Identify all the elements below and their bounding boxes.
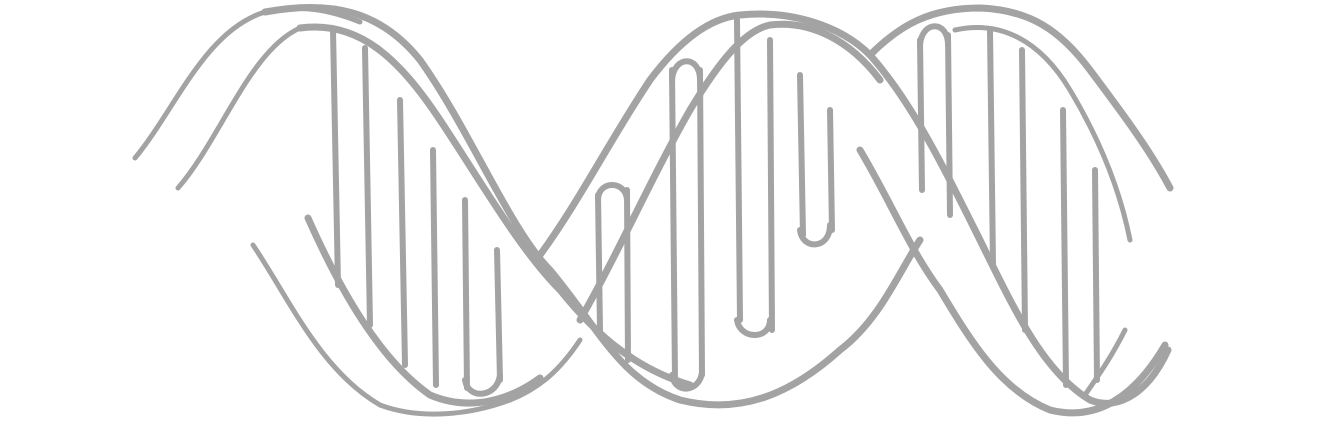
base-pair-rung: [494, 247, 503, 383]
base-pair-rung: [1060, 107, 1069, 388]
base-pair-rung: [669, 67, 678, 383]
helix-strand-c-right-lower-inner: [1082, 327, 1128, 398]
base-pair-rung: [987, 27, 996, 268]
base-pair-rung: [330, 27, 341, 288]
base-pair-rung: [827, 107, 835, 233]
helix-strand-a-right-inner: [952, 25, 1133, 243]
base-pair-rung: [697, 67, 705, 378]
base-pair-rung: [595, 192, 603, 333]
base-pair-rung: [917, 37, 925, 193]
base-pair-cap: [669, 58, 703, 83]
base-pair-cap: [734, 317, 773, 338]
base-pair-rung: [767, 37, 775, 333]
base-pair-rung: [462, 197, 470, 391]
helix-strand-b-lower-left: [250, 242, 583, 417]
helix-strand-inner-left: [175, 25, 303, 191]
base-pair-rung: [797, 72, 806, 238]
helix-strand-a-right: [866, 4, 1174, 192]
base-pair-cap: [669, 369, 705, 392]
base-pair-rung: [624, 187, 631, 363]
base-pair-cap: [917, 23, 951, 48]
base-pair-rung: [1019, 47, 1028, 333]
helix-base-pairs: [330, 17, 1100, 397]
helix-strands: [132, 3, 1174, 417]
base-pair-rung: [945, 32, 953, 218]
helix-strand-b-mid: [536, 10, 1172, 407]
helix-strand-c-right-lower: [856, 146, 1169, 417]
base-pair-cap: [462, 372, 503, 397]
base-pair-rung: [734, 17, 743, 323]
base-pair-rung: [397, 97, 408, 368]
base-pair-cap: [595, 182, 630, 203]
helix-strand-a-inner: [296, 23, 694, 389]
base-pair-rung: [430, 147, 439, 388]
base-pair-rung: [362, 45, 373, 328]
base-pair-cap: [797, 222, 833, 248]
base-pair-rung: [1092, 167, 1100, 383]
